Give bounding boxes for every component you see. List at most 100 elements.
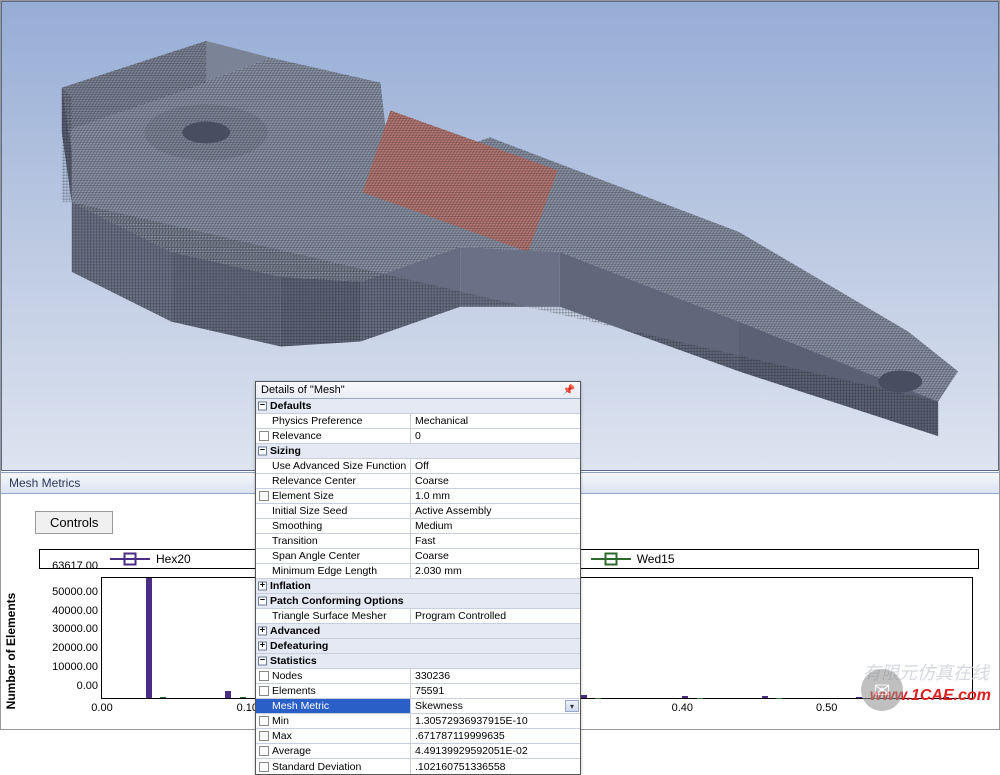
property-value[interactable]: Fast — [411, 534, 580, 548]
property-label: Elements — [256, 684, 411, 698]
property-row[interactable]: Max .671787119999635 — [256, 729, 580, 744]
mesh-metrics-title: Mesh Metrics — [9, 476, 80, 490]
property-value[interactable]: Mechanical — [411, 414, 580, 428]
property-row[interactable]: Standard Deviation .102160751336558 — [256, 759, 580, 774]
section-header-label: Defeaturing — [270, 640, 328, 652]
property-label-text: Physics Preference — [272, 415, 362, 427]
property-value[interactable]: Skewness — [411, 699, 580, 713]
legend-hex20-label: Hex20 — [156, 552, 191, 566]
expand-icon[interactable]: + — [258, 582, 267, 591]
property-value-text: Coarse — [415, 550, 449, 562]
checkbox-icon[interactable] — [259, 491, 269, 501]
checkbox-icon[interactable] — [259, 686, 269, 696]
property-row[interactable]: Triangle Surface MesherProgram Controlle… — [256, 609, 580, 624]
property-label-text: Min — [272, 715, 289, 727]
property-value-text: 2.030 mm — [415, 565, 462, 577]
bar — [581, 695, 587, 698]
bar — [762, 696, 768, 698]
property-row[interactable]: Min 1.30572936937915E-10 — [256, 714, 580, 729]
property-row[interactable]: Use Advanced Size FunctionOff — [256, 459, 580, 474]
property-label-text: Standard Deviation — [272, 761, 361, 773]
checkbox-icon[interactable] — [259, 431, 269, 441]
property-value[interactable]: 0 — [411, 429, 580, 443]
property-value[interactable]: Coarse — [411, 549, 580, 563]
expand-icon[interactable]: − — [258, 597, 267, 606]
y-axis-label: Number of Elements — [4, 593, 18, 710]
property-value[interactable]: 1.30572936937915E-10 — [411, 714, 580, 728]
property-value[interactable]: Off — [411, 459, 580, 473]
section-header-patch[interactable]: −Patch Conforming Options — [256, 594, 580, 609]
dropdown-icon[interactable] — [565, 700, 579, 712]
property-value[interactable]: Program Controlled — [411, 609, 580, 623]
expand-icon[interactable]: − — [258, 657, 267, 666]
property-row[interactable]: Minimum Edge Length 2.030 mm — [256, 564, 580, 579]
property-row[interactable]: Relevance0 — [256, 429, 580, 444]
checkbox-icon[interactable] — [259, 716, 269, 726]
property-value[interactable]: Coarse — [411, 474, 580, 488]
legend-hex20: Hex20 — [110, 552, 191, 566]
property-row[interactable]: Span Angle CenterCoarse — [256, 549, 580, 564]
controls-button[interactable]: Controls — [35, 511, 113, 534]
y-tick: 0.00 — [46, 680, 98, 692]
property-label-text: Nodes — [272, 670, 302, 682]
property-value[interactable]: 330236 — [411, 669, 580, 683]
property-label-text: Transition — [272, 535, 318, 547]
property-row[interactable]: Relevance Center Coarse — [256, 474, 580, 489]
y-tick: 63617.00 — [46, 560, 98, 572]
checkbox-icon[interactable] — [259, 731, 269, 741]
details-panel[interactable]: Details of "Mesh" 📌 −DefaultsPhysics Pre… — [255, 381, 581, 775]
property-label-text: Max — [272, 730, 292, 742]
property-label: Minimum Edge Length — [256, 564, 411, 578]
legend-wed15-label: Wed15 — [637, 552, 675, 566]
property-row[interactable]: Nodes 330236 — [256, 669, 580, 684]
checkbox-icon[interactable] — [259, 762, 269, 772]
checkbox-icon[interactable] — [259, 746, 269, 756]
property-row[interactable]: Initial Size Seed Active Assembly — [256, 504, 580, 519]
property-label: Initial Size Seed — [256, 504, 411, 518]
expand-icon[interactable]: + — [258, 627, 267, 636]
property-label-text: Relevance Center — [272, 475, 356, 487]
wechat-icon: ✉ — [861, 669, 903, 711]
details-titlebar[interactable]: Details of "Mesh" 📌 — [256, 382, 580, 399]
property-label: Standard Deviation — [256, 759, 411, 774]
property-value-text: 75591 — [415, 685, 444, 697]
property-value[interactable]: Active Assembly — [411, 504, 580, 518]
property-value[interactable]: .102160751336558 — [411, 759, 580, 774]
pin-icon[interactable]: 📌 — [563, 385, 575, 396]
checkbox-icon[interactable] — [259, 671, 269, 681]
y-tick: 10000.00 — [46, 661, 98, 673]
expand-icon[interactable]: − — [258, 402, 267, 411]
property-value[interactable]: .671787119999635 — [411, 729, 580, 743]
section-header-advanced[interactable]: +Advanced — [256, 624, 580, 639]
section-header-label: Statistics — [270, 655, 317, 667]
property-label: Relevance — [256, 429, 411, 443]
section-header-sizing[interactable]: −Sizing — [256, 444, 580, 459]
property-label: Transition — [256, 534, 411, 548]
property-label: Nodes — [256, 669, 411, 683]
expand-icon[interactable]: − — [258, 447, 267, 456]
property-row[interactable]: Transition Fast — [256, 534, 580, 549]
property-row[interactable]: Elements 75591 — [256, 684, 580, 699]
property-row[interactable]: Mesh MetricSkewness — [256, 699, 580, 714]
property-row[interactable]: Physics Preference Mechanical — [256, 414, 580, 429]
expand-icon[interactable]: + — [258, 642, 267, 651]
property-value[interactable]: 75591 — [411, 684, 580, 698]
property-value[interactable]: 4.49139929592051E-02 — [411, 744, 580, 758]
section-header-defaults[interactable]: −Defaults — [256, 399, 580, 414]
property-label: Average — [256, 744, 411, 758]
section-header-label: Sizing — [270, 445, 301, 457]
property-value-text: Program Controlled — [415, 610, 506, 622]
property-value-text: Active Assembly — [415, 505, 491, 517]
property-value[interactable]: 1.0 mm — [411, 489, 580, 503]
property-value[interactable]: 2.030 mm — [411, 564, 580, 578]
property-value-text: 1.30572936937915E-10 — [415, 715, 528, 727]
property-row[interactable]: Average4.49139929592051E-02 — [256, 744, 580, 759]
property-value[interactable]: Medium — [411, 519, 580, 533]
property-value-text: Medium — [415, 520, 452, 532]
property-label: Smoothing — [256, 519, 411, 533]
section-header-statistics[interactable]: −Statistics — [256, 654, 580, 669]
section-header-inflation[interactable]: +Inflation — [256, 579, 580, 594]
section-header-defeaturing[interactable]: +Defeaturing — [256, 639, 580, 654]
property-row[interactable]: Element Size1.0 mm — [256, 489, 580, 504]
property-row[interactable]: Smoothing Medium — [256, 519, 580, 534]
